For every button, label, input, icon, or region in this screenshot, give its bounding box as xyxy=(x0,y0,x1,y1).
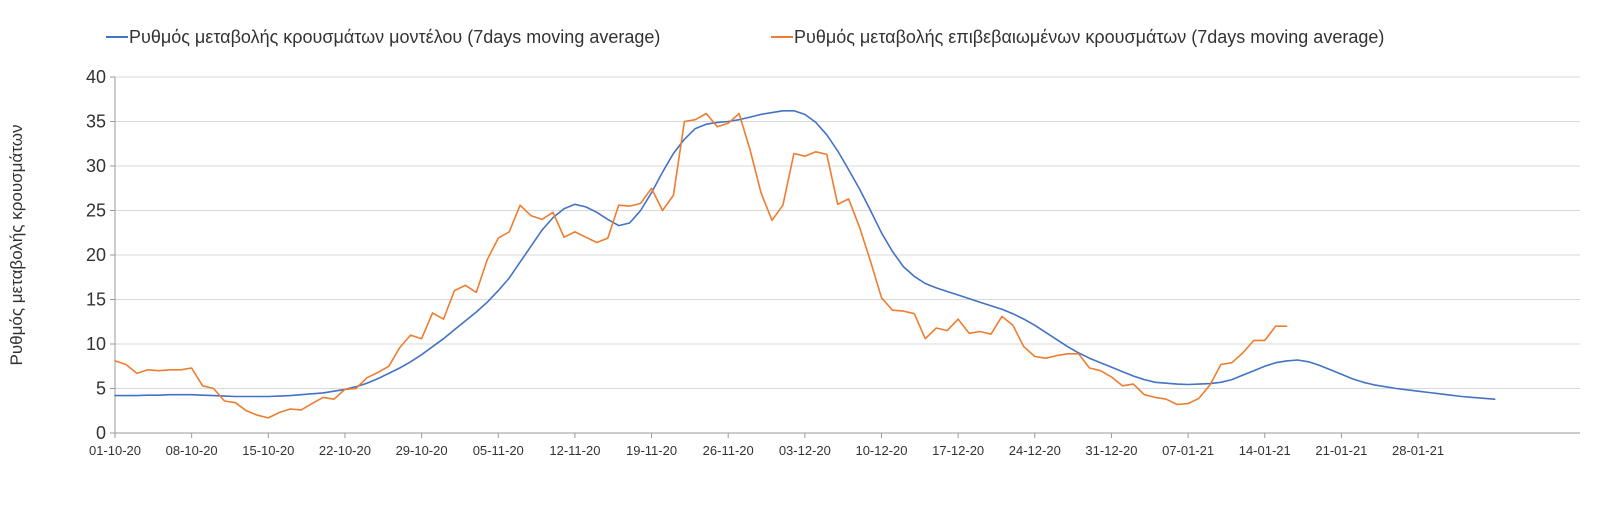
legend-label-confirmed: Ρυθμός μεταβολής επιβεβαιωμένων κρουσμάτ… xyxy=(794,27,1384,47)
x-tick-label: 19-11-20 xyxy=(626,443,677,458)
series-line-confirmed xyxy=(114,112,1288,419)
x-tick-label: 12-11-20 xyxy=(549,443,600,458)
x-tick-label: 03-12-20 xyxy=(779,443,831,458)
y-axis-label: Ρυθμός μεταβολής κρουσμάτων xyxy=(7,125,26,366)
x-tick-label: 26-11-20 xyxy=(703,443,754,458)
x-tick-label: 22-10-20 xyxy=(319,443,371,458)
x-tick-label: 31-12-20 xyxy=(1085,443,1137,458)
x-axis-ticks: 01-10-20 08-10-20 15-10-20 22-10-20 29-10-20… xyxy=(89,433,1444,458)
y-tick-label: 5 xyxy=(96,379,106,399)
x-tick-label: 08-10-20 xyxy=(166,443,218,458)
x-tick-label: 28-01-21 xyxy=(1392,443,1444,458)
x-tick-label: 29-10-20 xyxy=(396,443,448,458)
chart-gridlines xyxy=(115,76,1580,389)
y-tick-label: 35 xyxy=(86,112,106,132)
legend-label-model: Ρυθμός μεταβολής κρουσμάτων μοντέλου (7d… xyxy=(129,27,660,47)
chart-axes xyxy=(114,77,1580,434)
x-tick-label: 24-12-20 xyxy=(1009,443,1061,458)
x-tick-label: 17-12-20 xyxy=(932,443,984,458)
x-tick-label: 15-10-20 xyxy=(242,443,294,458)
y-tick-label: 20 xyxy=(86,245,106,265)
x-tick-label: 10-12-20 xyxy=(855,443,907,458)
x-tick-label: 01-10-20 xyxy=(89,443,141,458)
x-tick-label: 14-01-21 xyxy=(1239,443,1291,458)
x-tick-label: 21-01-21 xyxy=(1315,443,1367,458)
y-tick-label: 40 xyxy=(86,67,106,87)
y-axis-ticks: 0 5 10 15 20 25 30 35 40 xyxy=(86,67,115,443)
y-tick-label: 30 xyxy=(86,156,106,176)
x-tick-label: 07-01-21 xyxy=(1162,443,1214,458)
chart-series xyxy=(114,110,1496,419)
y-tick-label: 15 xyxy=(86,290,106,310)
y-tick-label: 10 xyxy=(86,334,106,354)
x-tick-label: 05-11-20 xyxy=(473,443,524,458)
y-tick-label: 25 xyxy=(86,201,106,221)
chart-legend: Ρυθμός μεταβολής κρουσμάτων μοντέλου (7d… xyxy=(106,27,1384,47)
y-tick-label: 0 xyxy=(96,423,106,443)
